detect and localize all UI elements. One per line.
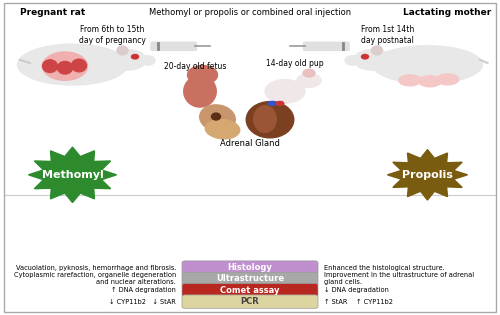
Text: 20-day old fetus: 20-day old fetus: [164, 62, 226, 71]
Text: Pregnant rat: Pregnant rat: [20, 8, 85, 17]
Ellipse shape: [419, 76, 442, 87]
Text: From 6th to 15th
day of pregnancy: From 6th to 15th day of pregnancy: [79, 25, 146, 45]
Ellipse shape: [72, 59, 86, 72]
Text: Cytoplasmic rarefaction, organelle degeneration
and nuclear alterations.: Cytoplasmic rarefaction, organelle degen…: [14, 272, 176, 285]
Text: Improvement in the ultrastructure of adrenal
gland cells.: Improvement in the ultrastructure of adr…: [324, 272, 474, 285]
Text: ↓ DNA degradation: ↓ DNA degradation: [324, 287, 389, 293]
Ellipse shape: [345, 56, 360, 65]
Ellipse shape: [200, 105, 235, 131]
FancyBboxPatch shape: [182, 295, 318, 308]
Text: Vacuolation, pyknosis, hemorrhage and fibrosis.: Vacuolation, pyknosis, hemorrhage and fi…: [16, 265, 176, 271]
Ellipse shape: [42, 60, 58, 72]
FancyBboxPatch shape: [182, 261, 318, 274]
Ellipse shape: [297, 73, 321, 87]
Circle shape: [132, 54, 138, 59]
Ellipse shape: [372, 46, 482, 83]
Circle shape: [303, 69, 315, 77]
Ellipse shape: [246, 101, 294, 138]
Ellipse shape: [254, 106, 276, 132]
Text: Lactating mother: Lactating mother: [404, 8, 492, 17]
Ellipse shape: [212, 113, 220, 120]
Text: Ultrastructure: Ultrastructure: [216, 274, 284, 284]
Polygon shape: [388, 150, 468, 200]
Ellipse shape: [354, 50, 391, 70]
Text: Comet assay: Comet assay: [220, 286, 280, 295]
Ellipse shape: [265, 80, 305, 103]
Polygon shape: [28, 147, 117, 203]
Text: Methomyl or propolis or combined oral injection: Methomyl or propolis or combined oral in…: [149, 8, 351, 17]
Text: ↑ DNA degradation: ↑ DNA degradation: [111, 287, 176, 293]
FancyBboxPatch shape: [182, 284, 318, 297]
Circle shape: [188, 66, 218, 84]
Ellipse shape: [18, 44, 128, 85]
Text: Adrenal Gland: Adrenal Gland: [220, 139, 280, 148]
Circle shape: [362, 54, 368, 59]
FancyBboxPatch shape: [151, 42, 196, 50]
Ellipse shape: [109, 50, 146, 70]
Ellipse shape: [140, 56, 155, 65]
Ellipse shape: [276, 101, 284, 105]
Ellipse shape: [117, 46, 128, 55]
Text: 14-day old pup: 14-day old pup: [266, 59, 324, 68]
Text: Propolis: Propolis: [402, 170, 453, 180]
Ellipse shape: [206, 119, 240, 139]
Ellipse shape: [268, 101, 277, 105]
Text: ↑ StAR    ↑ CYP11b2: ↑ StAR ↑ CYP11b2: [324, 299, 393, 305]
Text: Methomyl: Methomyl: [42, 170, 104, 180]
Ellipse shape: [184, 76, 216, 107]
Ellipse shape: [58, 61, 72, 74]
Text: Enhanced the histological structure.: Enhanced the histological structure.: [324, 265, 445, 271]
Text: ↓ CYP11b2   ↓ StAR: ↓ CYP11b2 ↓ StAR: [109, 299, 176, 305]
Ellipse shape: [372, 46, 382, 55]
Text: PCR: PCR: [240, 297, 260, 306]
FancyBboxPatch shape: [182, 272, 318, 286]
Text: From 1st 14th
day postnatal: From 1st 14th day postnatal: [361, 25, 414, 45]
Ellipse shape: [42, 52, 88, 80]
Ellipse shape: [399, 75, 421, 86]
FancyBboxPatch shape: [304, 42, 349, 50]
Text: Histology: Histology: [228, 263, 272, 272]
Ellipse shape: [436, 74, 459, 85]
